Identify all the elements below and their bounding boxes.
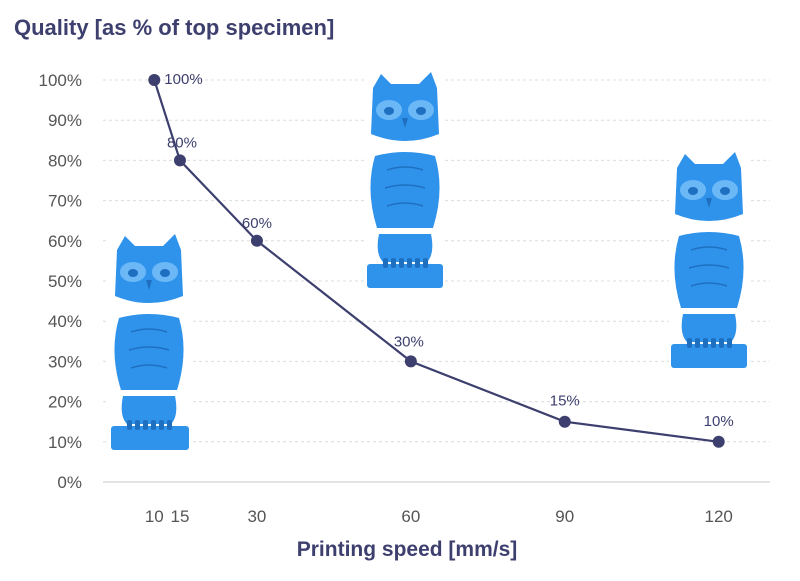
x-tick-label: 90 — [555, 507, 574, 526]
y-tick-label: 20% — [48, 393, 82, 412]
y-tick-label: 100% — [39, 71, 82, 90]
x-tick-label: 10 — [145, 507, 164, 526]
grid-lines — [103, 79, 770, 483]
y-tick-label: 0% — [57, 473, 82, 492]
data-label: 10% — [704, 413, 734, 430]
data-label: 15% — [550, 393, 580, 410]
data-point — [250, 234, 263, 247]
x-axis-label: Printing speed [mm/s] — [297, 538, 518, 561]
owl-photo-60 — [365, 70, 445, 292]
owl-photo-10 — [109, 232, 191, 454]
data-labels: 100% 80% 60% 30% 15% 10% — [164, 71, 733, 430]
y-tick-label: 70% — [48, 192, 82, 211]
data-label: 60% — [242, 215, 272, 232]
data-point — [173, 154, 186, 167]
data-label: 30% — [394, 333, 424, 350]
x-tick-label: 60 — [401, 507, 420, 526]
data-point — [148, 74, 161, 86]
data-points — [148, 74, 725, 448]
x-axis-ticks: 10 15 30 60 90 120 — [145, 507, 733, 526]
owl-photo-120 — [669, 150, 749, 372]
data-point — [558, 415, 571, 428]
quality-series-line — [153, 79, 719, 443]
chart-title: Quality [as % of top specimen] — [14, 15, 334, 40]
y-tick-label: 80% — [48, 151, 82, 170]
y-tick-label: 10% — [48, 433, 82, 452]
owl-photos — [109, 70, 749, 454]
x-tick-label: 15 — [171, 507, 190, 526]
data-point — [404, 355, 417, 368]
data-label: 80% — [167, 134, 197, 151]
y-tick-label: 50% — [48, 272, 82, 291]
x-tick-label: 120 — [705, 507, 733, 526]
x-tick-label: 30 — [247, 507, 266, 526]
y-tick-label: 40% — [48, 312, 82, 331]
y-tick-label: 90% — [48, 111, 82, 130]
y-tick-label: 60% — [48, 232, 82, 251]
y-axis-ticks: 0% 10% 20% 30% 40% 50% 60% 70% 80% 90% 100% — [39, 71, 82, 492]
y-tick-label: 30% — [48, 352, 82, 371]
data-point — [712, 435, 725, 448]
data-label: 100% — [164, 71, 202, 88]
